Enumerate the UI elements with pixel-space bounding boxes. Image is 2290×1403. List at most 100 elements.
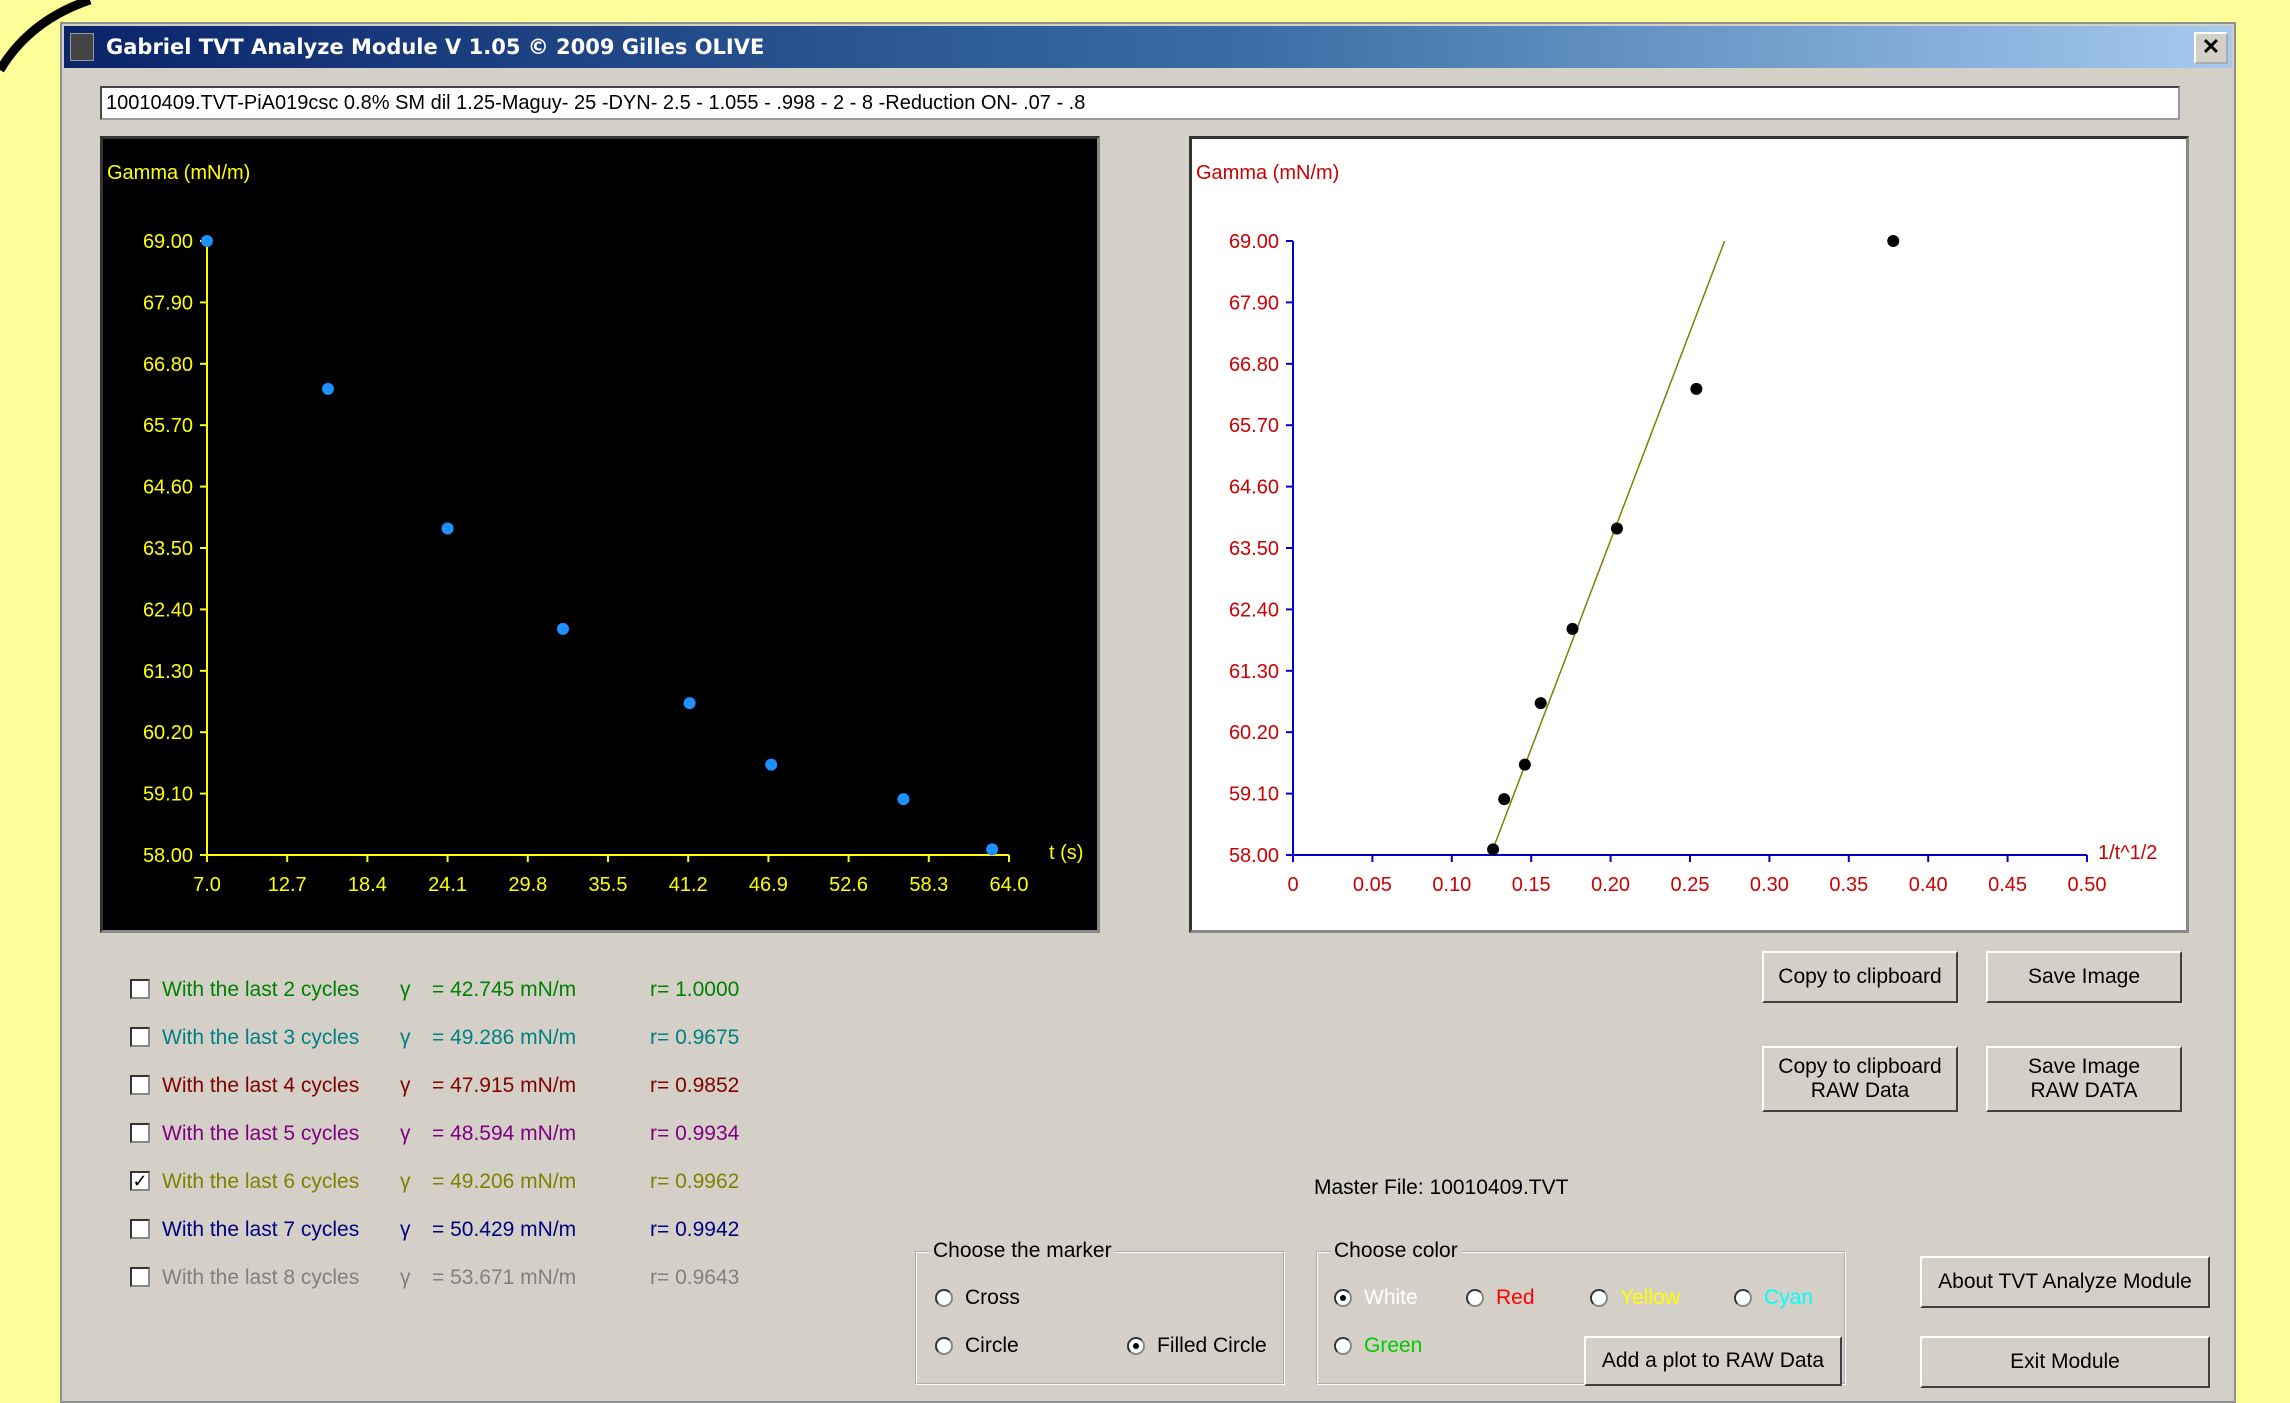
gamma-symbol: γ xyxy=(400,1218,411,1241)
file-path-field[interactable]: 10010409.TVT-PiA019csc 0.8% SM dil 1.25-… xyxy=(100,86,2180,120)
x-tick-label: 0.05 xyxy=(1353,874,1392,896)
data-point xyxy=(1534,697,1547,710)
exit-module-button[interactable]: Exit Module xyxy=(1920,1336,2210,1388)
data-point xyxy=(441,522,454,535)
radio-dot xyxy=(935,1337,953,1355)
color-cyan-radio[interactable]: Cyan xyxy=(1734,1283,1813,1313)
y-tick-label: 62.40 xyxy=(1229,599,1279,621)
gamma-value: = 49.286 mN/m xyxy=(432,1026,577,1049)
x-tick-label: 58.3 xyxy=(909,874,948,896)
x-axis-title: t (s) xyxy=(1049,842,1083,864)
gamma-value: = 49.206 mN/m xyxy=(432,1170,577,1193)
color-green-radio[interactable]: Green xyxy=(1334,1331,1422,1361)
y-tick-label: 59.10 xyxy=(1229,784,1279,806)
save-image-button[interactable]: Save Image xyxy=(1986,951,2182,1003)
y-tick-label: 64.60 xyxy=(143,477,193,499)
gamma-symbol: γ xyxy=(400,1074,411,1097)
gamma-value: = 48.594 mN/m xyxy=(432,1122,577,1145)
y-tick-label: 62.40 xyxy=(143,599,193,621)
y-tick-label: 63.50 xyxy=(1229,538,1279,560)
gamma-symbol: γ xyxy=(400,1170,411,1193)
marker-group-title: Choose the marker xyxy=(929,1239,1116,1263)
y-tick-label: 67.90 xyxy=(1229,292,1279,314)
y-tick-label: 64.60 xyxy=(1229,477,1279,499)
cycle-checkbox[interactable] xyxy=(130,1267,150,1287)
correlation-value: r= 0.9643 xyxy=(650,1266,740,1289)
correlation-value: r= 0.9675 xyxy=(650,1026,740,1049)
data-point xyxy=(322,382,335,395)
close-button[interactable]: ✕ xyxy=(2194,32,2228,64)
x-tick-label: 46.9 xyxy=(749,874,788,896)
y-tick-label: 63.50 xyxy=(143,538,193,560)
radio-dot-selected xyxy=(1127,1337,1145,1355)
cycle-checkbox[interactable]: ✓ xyxy=(130,1171,150,1191)
color-white-radio[interactable]: White xyxy=(1334,1283,1418,1313)
gamma-symbol: γ xyxy=(400,978,411,1001)
cycle-label: With the last 6 cycles xyxy=(162,1170,360,1193)
x-axis-title: 1/t^1/2 xyxy=(2098,842,2157,864)
master-file-label: Master File: 10010409.TVT xyxy=(1314,1176,1569,1199)
x-tick-label: 0.50 xyxy=(2068,874,2107,896)
y-axis-title: Gamma (mN/m) xyxy=(1196,162,1339,184)
x-tick-label: 0.40 xyxy=(1909,874,1948,896)
correlation-value: r= 0.9934 xyxy=(650,1122,740,1145)
x-tick-label: 0.30 xyxy=(1750,874,1789,896)
about-button[interactable]: About TVT Analyze Module xyxy=(1920,1256,2210,1308)
color-red-label: Red xyxy=(1496,1286,1535,1309)
gamma-vs-inverse-sqrt-time-chart: Gamma (mN/m) 1/t^1/2 69.00 67.90 66.80 65.70 6… xyxy=(1189,136,2189,933)
radio-dot xyxy=(1466,1289,1484,1307)
gamma-vs-inverse-sqrt-time-plot: Gamma (mN/m) 1/t^1/2 69.00 67.90 66.80 65.70 6… xyxy=(1196,162,2157,896)
data-point xyxy=(683,697,696,710)
cycle-checkbox[interactable] xyxy=(130,1123,150,1143)
gamma-value: = 53.671 mN/m xyxy=(432,1266,577,1289)
correlation-value: r= 1.0000 xyxy=(650,978,740,1001)
cycle-checkbox[interactable] xyxy=(130,1219,150,1239)
color-white-label: White xyxy=(1364,1286,1418,1309)
cycle-checkbox[interactable] xyxy=(130,979,150,999)
x-tick-label: 0.20 xyxy=(1591,874,1630,896)
main-window: Gabriel TVT Analyze Module V 1.05 © 2009… xyxy=(60,22,2236,1403)
color-group-title: Choose color xyxy=(1330,1239,1462,1263)
x-tick-label: 0.10 xyxy=(1432,874,1471,896)
cycle-checkbox[interactable] xyxy=(130,1027,150,1047)
y-tick-label: 60.20 xyxy=(1229,722,1279,744)
copy-raw-data-button[interactable]: Copy to clipboard RAW Data xyxy=(1762,1046,1958,1112)
data-point xyxy=(1566,622,1579,635)
y-tick-label: 66.80 xyxy=(143,354,193,376)
color-group: Choose color White Red Yellow Cyan Green xyxy=(1316,1239,1846,1385)
color-red-radio[interactable]: Red xyxy=(1466,1283,1535,1313)
y-tick-label: 69.00 xyxy=(143,231,193,253)
cycle-checkbox[interactable] xyxy=(130,1075,150,1095)
marker-cross-radio[interactable]: Cross xyxy=(935,1283,1020,1313)
y-tick-label: 65.70 xyxy=(143,415,193,437)
radio-dot-selected xyxy=(1334,1289,1352,1307)
x-tick-label: 0.45 xyxy=(1988,874,2027,896)
copy-raw-label-line1: Copy to clipboard xyxy=(1778,1055,1942,1078)
x-tick-label: 29.8 xyxy=(508,874,547,896)
marker-circle-radio[interactable]: Circle xyxy=(935,1331,1019,1361)
x-tick-label: 41.2 xyxy=(669,874,708,896)
save-raw-data-button[interactable]: Save Image RAW DATA xyxy=(1986,1046,2182,1112)
cycle-label: With the last 8 cycles xyxy=(162,1266,360,1289)
y-tick-label: 58.00 xyxy=(143,845,193,867)
gamma-value: = 42.745 mN/m xyxy=(432,978,577,1001)
data-point xyxy=(1887,235,1900,247)
add-plot-to-raw-data-button[interactable]: Add a plot to RAW Data xyxy=(1584,1336,1842,1386)
data-point xyxy=(1518,758,1531,771)
correlation-value: r= 0.9942 xyxy=(650,1218,740,1241)
color-cyan-label: Cyan xyxy=(1764,1286,1814,1309)
correlation-value: r= 0.9962 xyxy=(650,1170,740,1193)
marker-filled-circle-radio[interactable]: Filled Circle xyxy=(1127,1331,1267,1361)
cycle-label: With the last 7 cycles xyxy=(162,1218,360,1241)
y-tick-label: 61.30 xyxy=(1229,661,1279,683)
radio-dot xyxy=(1590,1289,1608,1307)
title-bar[interactable]: Gabriel TVT Analyze Module V 1.05 © 2009… xyxy=(64,26,2232,68)
copy-raw-label-line2: RAW Data xyxy=(1810,1079,1910,1102)
copy-to-clipboard-button[interactable]: Copy to clipboard xyxy=(1762,951,1958,1003)
gamma-value: = 50.429 mN/m xyxy=(432,1218,577,1241)
data-point xyxy=(897,793,910,806)
x-tick-label: 0 xyxy=(1287,874,1298,896)
color-yellow-radio[interactable]: Yellow xyxy=(1590,1283,1680,1313)
data-point xyxy=(556,622,569,635)
y-tick-label: 66.80 xyxy=(1229,354,1279,376)
